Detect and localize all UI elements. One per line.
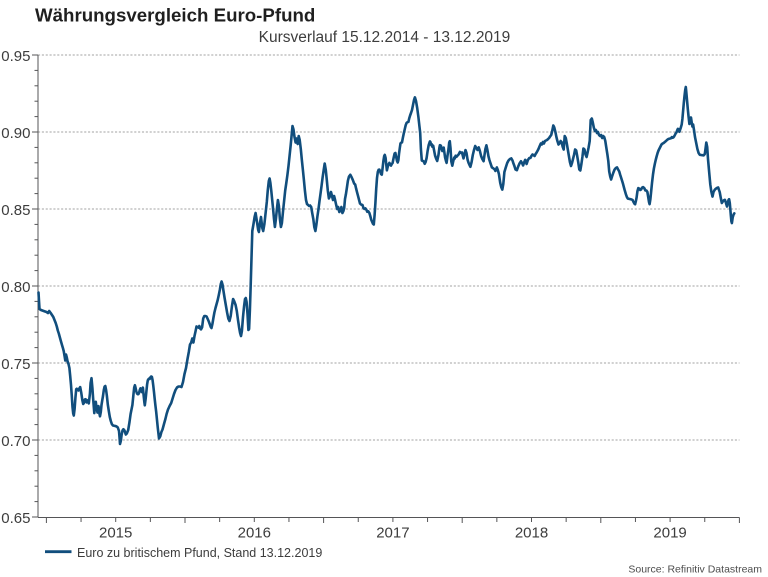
svg-text:2018: 2018: [515, 525, 548, 542]
svg-text:2017: 2017: [376, 525, 409, 542]
svg-text:2016: 2016: [238, 525, 271, 542]
svg-text:0.95: 0.95: [1, 48, 30, 65]
svg-text:Kursverlauf 15.12.2014 - 13.12: Kursverlauf 15.12.2014 - 13.12.2019: [259, 29, 511, 46]
svg-text:0.90: 0.90: [1, 125, 30, 142]
svg-text:0.85: 0.85: [1, 202, 30, 219]
svg-text:0.70: 0.70: [1, 433, 30, 450]
svg-text:Source: Refinitiv Datastream: Source: Refinitiv Datastream: [628, 564, 762, 576]
svg-text:2019: 2019: [653, 525, 686, 542]
svg-text:0.75: 0.75: [1, 356, 30, 373]
svg-text:Währungsvergleich Euro-Pfund: Währungsvergleich Euro-Pfund: [35, 5, 315, 26]
svg-text:Euro zu britischem Pfund, Stan: Euro zu britischem Pfund, Stand 13.12.20…: [77, 546, 322, 560]
svg-text:0.65: 0.65: [1, 510, 30, 527]
svg-text:2015: 2015: [99, 525, 132, 542]
svg-text:0.80: 0.80: [1, 279, 30, 296]
